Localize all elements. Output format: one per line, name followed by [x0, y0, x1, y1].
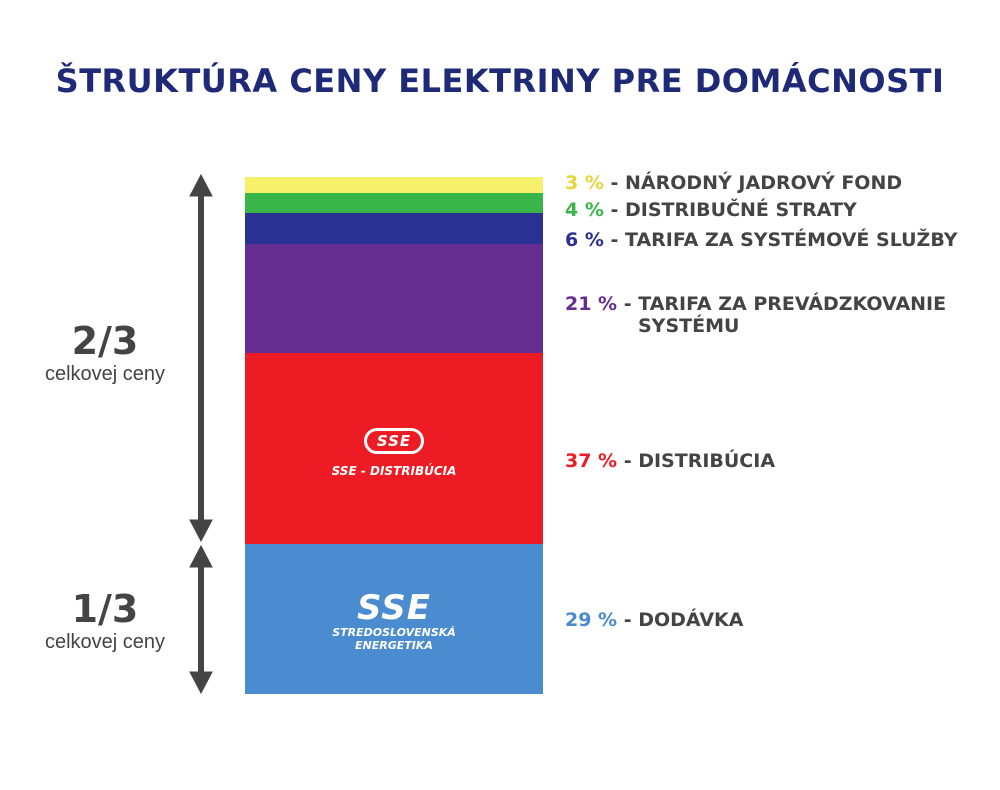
upper-share-fraction: 2/3 [71, 319, 139, 363]
segment-percent: 21 % [565, 293, 618, 315]
segment-name: - DISTRIBÚCIA [617, 450, 776, 472]
segment-label: 4 % - DISTRIBUČNÉ STRATY [565, 199, 857, 221]
upper-arrow-head-bottom [189, 519, 213, 543]
bar-segment [245, 544, 543, 695]
lower-share-text: celkovej ceny [44, 631, 166, 653]
sse-energetika-line1: STREDOSLOVENSKÁ [332, 626, 456, 639]
segment-label: 29 % - DODÁVKA [565, 609, 743, 631]
upper-share-text: celkovej ceny [44, 363, 166, 385]
segment-label: 37 % - DISTRIBÚCIA [565, 450, 775, 472]
segment-label: 3 % - NÁRODNÝ JADROVÝ FOND [565, 172, 902, 194]
segment-percent: 3 % [565, 172, 604, 194]
lower-share-label: 1/3 celkovej ceny [0, 588, 210, 654]
segment-name: - DISTRIBUČNÉ STRATY [603, 199, 857, 221]
bar-segment [245, 192, 543, 214]
sse-energetika-logo: SSE STREDOSLOVENSKÁ ENERGETIKA [245, 590, 543, 652]
bar-segment [245, 177, 543, 193]
sse-distribucia-text: SSE - DISTRIBÚCIA [331, 464, 457, 478]
segment-percent: 37 % [565, 450, 618, 472]
upper-share-label: 2/3 celkovej ceny [0, 320, 210, 386]
range-arrows [189, 173, 213, 695]
segment-name: - TARIFA ZA PREVÁDZKOVANIE [617, 293, 947, 315]
sse-energetika-line2: ENERGETIKA [355, 639, 433, 652]
bar-segment [245, 213, 543, 245]
lower-arrow-head-top [189, 544, 213, 568]
upper-arrow-head-top [189, 173, 213, 197]
segment-name: - DODÁVKA [617, 609, 744, 631]
segment-label: 6 % - TARIFA ZA SYSTÉMOVÉ SLUŽBY [565, 229, 958, 251]
segment-name: - TARIFA ZA SYSTÉMOVÉ SLUŽBY [603, 229, 958, 251]
segment-percent: 4 % [565, 199, 604, 221]
lower-share-fraction: 1/3 [71, 587, 139, 631]
sse-distribucia-logo: SSE SSE - DISTRIBÚCIA [245, 428, 543, 478]
sse-badge: SSE [363, 428, 425, 454]
bar-segment [245, 244, 543, 354]
chart-title: ŠTRUKTÚRA CENY ELEKTRINY PRE DOMÁCNOSTI [55, 62, 945, 100]
sse-large-badge: SSE [357, 588, 431, 628]
segment-percent: 29 % [565, 609, 618, 631]
segment-percent: 6 % [565, 229, 604, 251]
segment-name: - NÁRODNÝ JADROVÝ FOND [603, 172, 903, 194]
lower-arrow-head-bottom [189, 671, 213, 695]
segment-name-line2: SYSTÉMU [638, 315, 740, 337]
stacked-bar [245, 177, 543, 695]
bar-segment [245, 352, 543, 545]
segment-label: 21 % - TARIFA ZA PREVÁDZKOVANIE SYSTÉMU [565, 293, 946, 337]
